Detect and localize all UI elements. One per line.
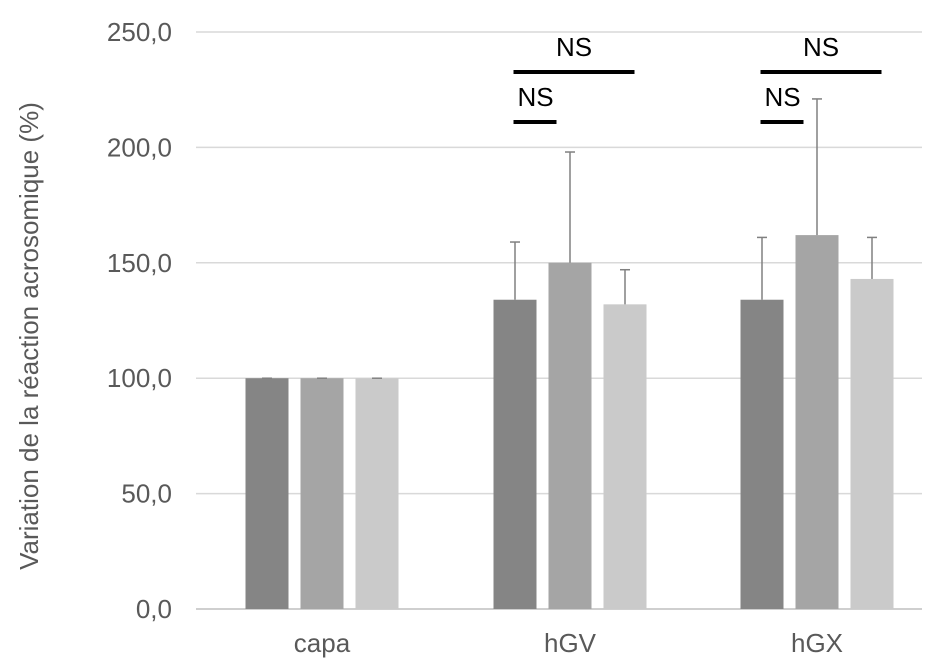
bar-hGX-1 [740,299,784,609]
y-axis-label: Variation de la réaction acrosomique (%) [14,102,44,570]
y-tick-label: 0,0 [136,594,172,624]
bars [245,235,894,609]
significance-label: NS [803,32,839,62]
y-axis-ticks: 0,0 50,0 100,0 150,0 200,0 250,0 [107,17,172,624]
x-axis-categories: capa hGV hGX [294,628,843,658]
error-bars [262,98,877,379]
y-tick-label: 200,0 [107,132,172,162]
bar-capa-3 [355,378,399,609]
bar-hGV-2 [548,262,592,609]
y-tick-label: 100,0 [107,363,172,393]
x-category-label: hGX [791,628,843,658]
significance-label: NS [517,82,553,112]
y-tick-label: 50,0 [121,479,172,509]
x-category-label: capa [294,628,351,658]
bar-hGX-3 [850,278,894,609]
y-tick-label: 150,0 [107,248,172,278]
bar-capa-2 [300,378,344,609]
bar-hGX-2 [795,235,839,609]
bar-hGV-3 [603,304,647,609]
bar-hGV-1 [493,299,537,609]
x-category-label: hGV [544,628,597,658]
bar-capa-1 [245,378,289,609]
significance-label: NS [764,82,800,112]
y-tick-label: 250,0 [107,17,172,47]
significance-label: NS [556,32,592,62]
